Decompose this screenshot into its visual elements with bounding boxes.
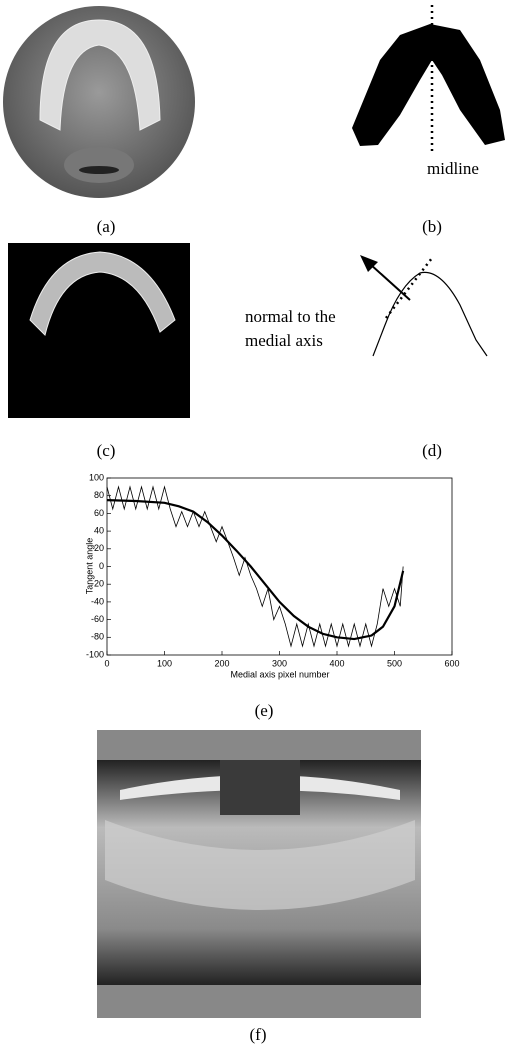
normal-label: normal to the <box>245 307 336 326</box>
y-tick-label: -80 <box>91 632 104 642</box>
x-tick-label: 100 <box>157 658 172 668</box>
y-tick-label: 60 <box>94 508 104 518</box>
caption: (c) <box>97 441 116 460</box>
caption: (d) <box>422 441 442 460</box>
y-tick-label: 80 <box>94 490 104 500</box>
caption: (f) <box>250 1025 267 1044</box>
x-tick-label: 0 <box>104 658 109 668</box>
y-tick-label: -60 <box>91 614 104 624</box>
caption: (a) <box>97 217 116 236</box>
arch-mask <box>352 5 505 152</box>
y-tick-label: -20 <box>91 579 104 589</box>
y-axis-label: Tangent angle <box>84 538 94 595</box>
x-tick-label: 300 <box>272 658 287 668</box>
x-tick-label: 200 <box>214 658 229 668</box>
x-tick-label: 600 <box>444 658 459 668</box>
segmented-image <box>8 243 190 418</box>
caption: (b) <box>422 217 442 236</box>
panoramic-image <box>97 730 421 1018</box>
chart: Medial axis pixel number Tangent angle -… <box>84 472 459 679</box>
y-tick-label: 0 <box>99 561 104 571</box>
ct-slice-image <box>3 2 195 202</box>
y-tick-label: 100 <box>89 472 104 482</box>
medial-axis-diagram <box>360 255 488 357</box>
caption: (e) <box>255 701 274 720</box>
y-tick-label: -100 <box>86 649 104 659</box>
data-line <box>106 499 405 641</box>
x-tick-label: 500 <box>387 658 402 668</box>
y-tick-label: 20 <box>94 543 104 553</box>
x-tick-label: 400 <box>329 658 344 668</box>
plot-frame <box>106 477 453 656</box>
midline-label: midline <box>427 159 479 178</box>
data-line <box>106 485 404 648</box>
y-tick-label: 40 <box>94 525 104 535</box>
y-tick-label: -40 <box>91 596 104 606</box>
normal-label: medial axis <box>245 331 323 350</box>
x-axis-label: Medial axis pixel number <box>230 669 329 679</box>
